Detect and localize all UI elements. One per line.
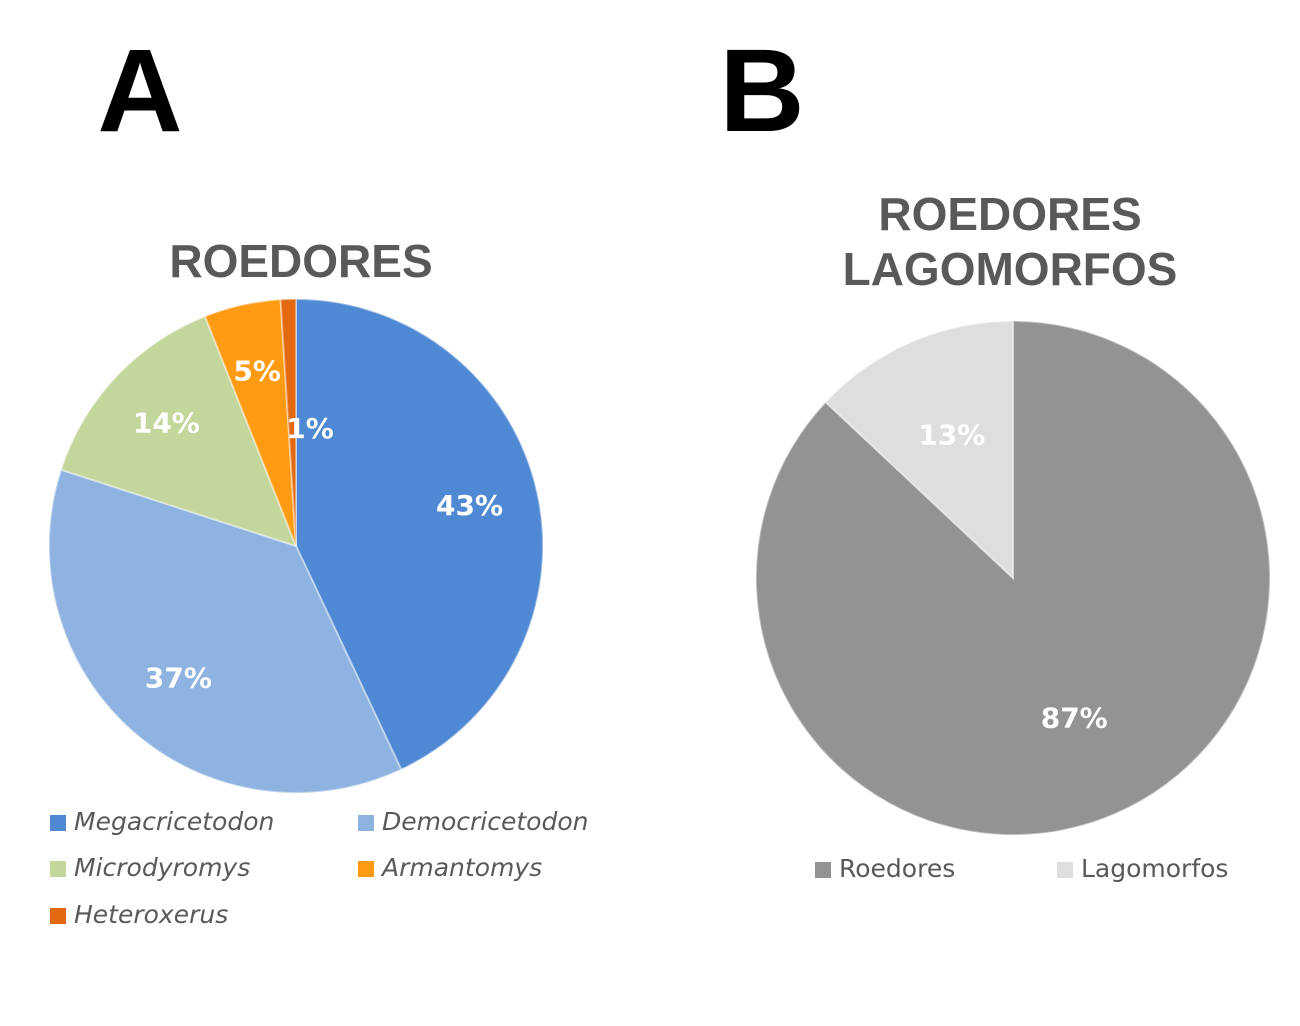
pie-slice — [203, 298, 297, 547]
legend-swatch — [50, 815, 66, 831]
legend-label: Democricetodon — [382, 807, 588, 836]
pie-slice — [824, 319, 1014, 581]
legend-label: Megacricetodon — [74, 807, 274, 836]
legend-label: Roedores — [839, 854, 955, 883]
legend-swatch — [815, 862, 831, 878]
chart-title: LAGOMORFOS — [843, 243, 1178, 295]
legend-label: Heteroxerus — [74, 900, 228, 929]
value-label: 1% — [286, 412, 334, 445]
legend-label: Lagomorfos — [1081, 854, 1228, 883]
legend-swatch — [358, 861, 374, 877]
value-label: 37% — [145, 661, 212, 694]
legend-label: Armantomys — [380, 853, 542, 882]
pie-slice — [59, 315, 298, 548]
panel-label: A — [97, 25, 182, 157]
pie-slice — [755, 319, 1271, 836]
legend-label: Microdyromys — [74, 853, 250, 882]
legend-swatch — [50, 861, 66, 877]
value-label: 13% — [918, 418, 985, 451]
legend-swatch — [358, 815, 374, 831]
value-label: 5% — [233, 354, 281, 387]
pie-slice — [48, 468, 403, 794]
legend-swatch — [1057, 862, 1073, 878]
legend-swatch — [50, 908, 66, 924]
value-label: 14% — [133, 406, 200, 439]
pie-slice — [295, 297, 544, 771]
chart-title: ROEDORES — [878, 188, 1141, 240]
panel-label: B — [719, 25, 804, 157]
chart-title: ROEDORES — [169, 235, 432, 287]
pie-slice — [279, 297, 297, 547]
value-label: 43% — [436, 489, 503, 522]
value-label: 87% — [1041, 702, 1108, 735]
